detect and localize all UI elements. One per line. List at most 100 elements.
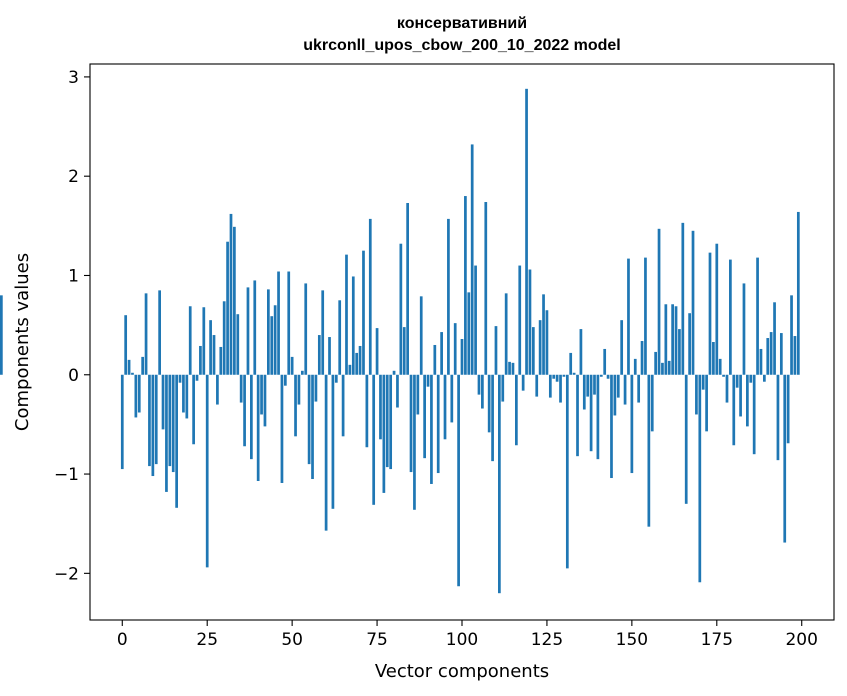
chart-title: консервативний [397, 15, 527, 32]
bar [562, 374, 566, 377]
bar [671, 304, 674, 375]
bar [552, 374, 556, 379]
y-axis: −2 −1 0 1 2 3 [54, 68, 90, 584]
bar [396, 374, 399, 408]
bar [127, 359, 131, 375]
bar [684, 374, 688, 504]
bar [555, 374, 559, 382]
bar [569, 352, 573, 375]
bar [701, 374, 705, 390]
bar [137, 374, 141, 413]
bar [467, 292, 471, 375]
bar [389, 374, 393, 470]
bar [447, 218, 450, 375]
bar [134, 374, 138, 418]
bar [307, 374, 311, 465]
bar [712, 342, 715, 375]
bar [229, 213, 233, 375]
bar [219, 346, 223, 375]
bar [674, 306, 678, 375]
bar [419, 296, 423, 375]
bar [328, 337, 331, 375]
bar [559, 374, 562, 403]
bar [171, 374, 175, 473]
bar [124, 315, 128, 375]
bar [654, 351, 657, 375]
bar [141, 356, 145, 375]
bar [334, 374, 338, 383]
bar [144, 293, 148, 375]
bar [351, 276, 355, 375]
bar [260, 374, 263, 415]
bar [579, 329, 583, 375]
bar [766, 338, 770, 375]
bar [148, 374, 151, 467]
bar [498, 374, 501, 594]
bar [226, 241, 229, 375]
bar [280, 374, 284, 483]
bar [433, 344, 437, 375]
bar [586, 374, 590, 397]
x-tick-label: 150 [616, 630, 648, 650]
bar [640, 341, 644, 375]
bar [623, 374, 627, 405]
bar [606, 374, 610, 379]
bar [508, 361, 511, 375]
bar [763, 374, 766, 382]
bar [348, 364, 352, 375]
bar [423, 374, 426, 459]
bar [484, 202, 488, 375]
bar [379, 374, 382, 440]
bar [481, 374, 484, 409]
bar [205, 374, 209, 568]
bar [572, 372, 576, 375]
bar [236, 314, 240, 375]
bar [385, 374, 389, 468]
bar [464, 196, 467, 375]
bar [246, 287, 250, 375]
bar [453, 323, 457, 375]
bar [501, 374, 505, 402]
bar [515, 374, 518, 446]
bar [688, 313, 691, 375]
bar [613, 374, 617, 416]
x-tick-label: 175 [701, 630, 733, 650]
bar [253, 280, 257, 375]
bar [678, 329, 681, 375]
bar [436, 374, 440, 474]
bar [542, 294, 545, 375]
bar [212, 335, 216, 375]
bar [277, 271, 280, 375]
bar [402, 327, 406, 375]
bar [538, 320, 542, 375]
bar [779, 333, 783, 375]
bar [756, 257, 759, 375]
bar [718, 358, 722, 375]
bar [752, 374, 756, 455]
bar [610, 374, 613, 479]
x-tick-label: 50 [281, 630, 303, 650]
bar [793, 336, 797, 375]
bar [188, 306, 192, 375]
bars-group [0, 88, 800, 594]
bar [650, 374, 654, 432]
bar [511, 362, 515, 375]
bar [525, 88, 528, 375]
bar [599, 374, 603, 377]
bar [474, 265, 477, 375]
y-tick-label: −1 [54, 465, 79, 485]
bar [545, 310, 549, 375]
bar [664, 304, 668, 375]
bar [739, 374, 742, 417]
bar [0, 295, 3, 375]
bar [355, 352, 359, 375]
bar [589, 374, 593, 452]
bar [250, 374, 253, 460]
bar [372, 374, 376, 505]
bar [151, 374, 155, 477]
bar [311, 374, 314, 480]
bar [603, 348, 607, 375]
bar [616, 374, 620, 398]
bar [297, 374, 301, 405]
